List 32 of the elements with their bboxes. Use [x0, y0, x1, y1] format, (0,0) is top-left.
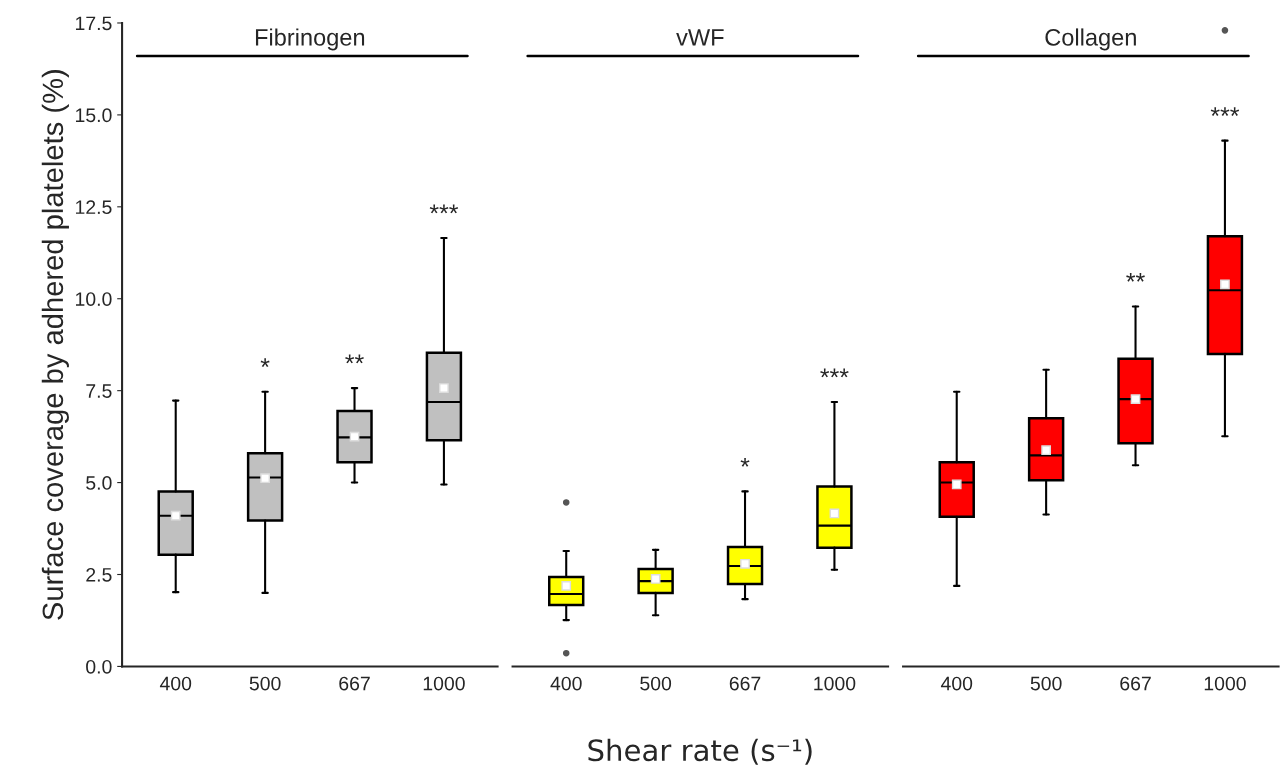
x-tick-label: 667: [1120, 676, 1151, 691]
annotation: **: [345, 354, 364, 364]
annotation: *: [740, 457, 750, 467]
x-tick-label: 500: [640, 676, 672, 691]
y-tick-label: 7.5: [86, 384, 112, 398]
y-tick-label: 2.5: [86, 567, 112, 582]
x-tick-label: 400: [550, 676, 582, 691]
x-tick-label: 1000: [814, 676, 856, 691]
y-tick-label: 12.5: [75, 200, 112, 215]
annotation: ***: [429, 204, 459, 214]
x-tick-label: 400: [940, 676, 973, 691]
x-tick-label: 500: [1030, 676, 1062, 691]
annotation: ***: [1210, 107, 1240, 116]
x-axis-title: Shear rate (s⁻¹): [588, 738, 812, 765]
y-tick-label: 0.0: [86, 659, 112, 674]
chart-title: Collagen: [1045, 28, 1136, 51]
y-axis-title: Surface coverage by adhered platelets (%): [41, 70, 69, 620]
annotation: ***: [820, 368, 849, 378]
chart-title: vWF: [676, 29, 724, 46]
x-tick-label: 400: [159, 676, 192, 691]
x-tick-label: 667: [339, 676, 370, 691]
annotation: **: [1126, 272, 1145, 282]
chart-title: Fibrinogen: [255, 28, 365, 51]
x-tick-label: 667: [729, 676, 761, 691]
y-tick-label: 5.0: [86, 476, 112, 490]
x-tick-label: 1000: [1204, 676, 1246, 691]
x-tick-label: 1000: [423, 676, 465, 691]
y-tick-label: 17.5: [75, 16, 112, 31]
annotation: *: [260, 358, 270, 368]
y-tick-label: 10.0: [75, 292, 112, 306]
x-tick-label: 500: [249, 676, 281, 691]
y-tick-label: 15.0: [75, 108, 112, 123]
